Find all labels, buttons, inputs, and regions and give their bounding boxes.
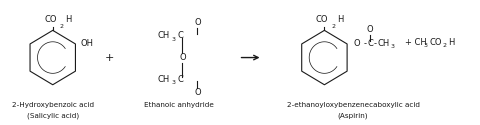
Text: 2: 2 [443,43,446,48]
Text: 2: 2 [332,24,336,29]
Text: H: H [65,14,72,24]
Text: -: - [374,39,377,48]
Text: (Salicylic acid): (Salicylic acid) [27,112,79,119]
Text: CH: CH [157,31,170,40]
Text: CO: CO [429,38,442,47]
Text: CH: CH [377,39,389,48]
Text: 3: 3 [172,80,176,85]
Text: O: O [367,25,373,34]
Text: CH: CH [157,75,170,84]
Text: 3: 3 [172,36,176,42]
Text: -: - [364,39,367,48]
Text: C: C [368,39,373,48]
Text: + CH: + CH [406,38,427,47]
Text: O: O [195,18,202,27]
Text: CO: CO [44,14,57,24]
Text: O: O [179,53,186,62]
Text: 2-ethanoyloxybenzenecaboxylic acid: 2-ethanoyloxybenzenecaboxylic acid [287,102,420,107]
Text: OH: OH [80,39,93,48]
Text: C: C [178,31,183,40]
Text: C: C [178,75,183,84]
Text: 2-Hydroxybenzoic acid: 2-Hydroxybenzoic acid [12,102,94,107]
Text: +: + [105,52,115,62]
Text: (Aspirin): (Aspirin) [338,112,368,119]
Text: 2: 2 [60,24,64,29]
Text: H: H [337,14,343,24]
Text: 3: 3 [423,43,428,48]
Text: H: H [448,38,455,47]
Text: Ethanoic anhydride: Ethanoic anhydride [144,102,214,107]
Text: O: O [195,88,202,98]
Text: O: O [353,39,360,48]
Text: 3: 3 [391,44,395,49]
Text: CO: CO [316,14,328,24]
